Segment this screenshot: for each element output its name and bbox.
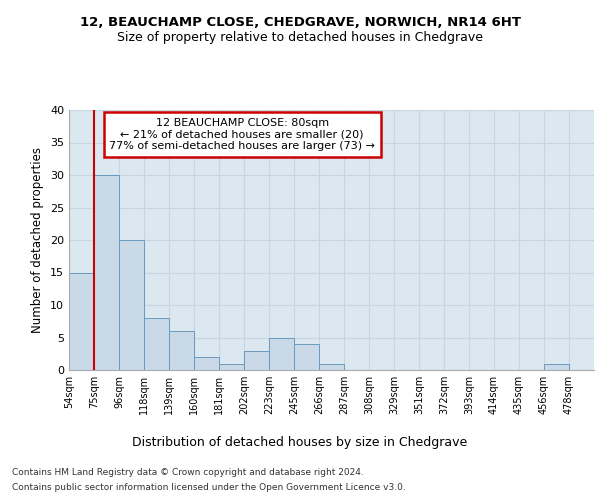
Text: Distribution of detached houses by size in Chedgrave: Distribution of detached houses by size …: [133, 436, 467, 449]
Bar: [169, 331, 194, 370]
Text: Contains public sector information licensed under the Open Government Licence v3: Contains public sector information licen…: [12, 483, 406, 492]
Bar: [194, 357, 219, 370]
Bar: [219, 364, 244, 370]
Text: Size of property relative to detached houses in Chedgrave: Size of property relative to detached ho…: [117, 31, 483, 44]
Text: Contains HM Land Registry data © Crown copyright and database right 2024.: Contains HM Land Registry data © Crown c…: [12, 468, 364, 477]
Bar: [144, 318, 169, 370]
Bar: [94, 175, 119, 370]
Bar: [294, 344, 319, 370]
Bar: [544, 364, 569, 370]
Bar: [119, 240, 144, 370]
Y-axis label: Number of detached properties: Number of detached properties: [31, 147, 44, 333]
Bar: [244, 350, 269, 370]
Bar: [69, 272, 94, 370]
Text: 12 BEAUCHAMP CLOSE: 80sqm
← 21% of detached houses are smaller (20)
77% of semi-: 12 BEAUCHAMP CLOSE: 80sqm ← 21% of detac…: [109, 118, 375, 151]
Bar: [269, 338, 294, 370]
Bar: [319, 364, 344, 370]
Text: 12, BEAUCHAMP CLOSE, CHEDGRAVE, NORWICH, NR14 6HT: 12, BEAUCHAMP CLOSE, CHEDGRAVE, NORWICH,…: [79, 16, 521, 29]
